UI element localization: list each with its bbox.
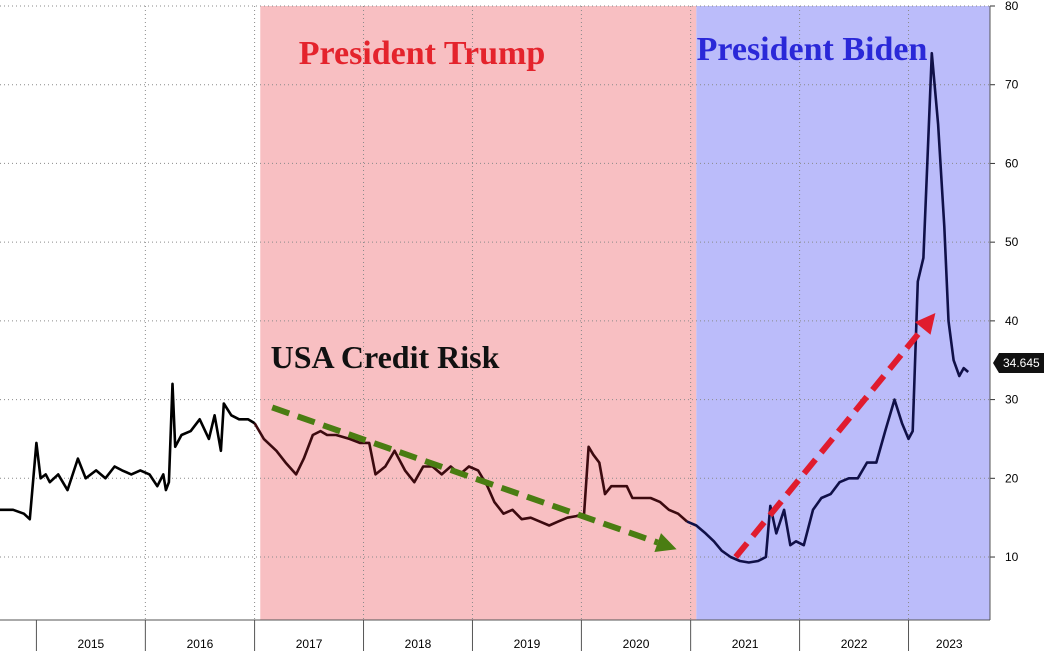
- x-tick-label: 2016: [187, 637, 214, 651]
- y-tick-label: 60: [1005, 156, 1019, 170]
- axes-layer: 10 20 30 40 50 60 70 80 2015 2016 2017 2018 2019 2020…: [0, 0, 1019, 651]
- series-line-segment: [253, 422, 688, 527]
- region-band-1: [696, 6, 990, 620]
- chart-title: USA Credit Risk: [271, 339, 500, 375]
- x-tick-label: 2017: [296, 637, 323, 651]
- x-tick-label: 2022: [841, 637, 868, 651]
- trend-arrow-shaft-0: [271, 404, 659, 546]
- series-layer: [0, 51, 970, 564]
- last-value-label: 34.645: [1003, 356, 1040, 370]
- trend-arrow-head-0: [654, 533, 677, 552]
- y-tick-label: 80: [1005, 0, 1019, 13]
- series-line-segment: [0, 382, 256, 521]
- x-tick-label: 2021: [732, 637, 759, 651]
- y-tick-label: 30: [1005, 393, 1019, 407]
- region-label-1: President Biden: [697, 31, 928, 68]
- region-label-0: President Trump: [299, 35, 546, 72]
- last-value-badge-shape: [993, 353, 1044, 373]
- region-labels: President Trump President Biden: [299, 31, 928, 72]
- y-tick-label: 50: [1005, 235, 1019, 249]
- trend-arrow-shaft-1: [733, 326, 926, 559]
- y-tick-label: 70: [1005, 78, 1019, 92]
- x-tick-label: 2020: [623, 637, 650, 651]
- region-band-0: [260, 6, 697, 620]
- last-value-badge: 34.645: [993, 353, 1044, 373]
- x-tick-label: 2023: [936, 637, 963, 651]
- trend-arrows: [271, 313, 936, 559]
- x-tick-label: 2015: [78, 637, 105, 651]
- x-tick-label: 2018: [405, 637, 432, 651]
- series-line-segment: [686, 51, 970, 564]
- trend-arrow-head-1: [915, 313, 936, 335]
- x-tick-label: 2019: [514, 637, 541, 651]
- y-tick-label: 40: [1005, 314, 1019, 328]
- y-tick-label: 20: [1005, 471, 1019, 485]
- y-tick-label: 10: [1005, 550, 1019, 564]
- regions-layer: [260, 6, 990, 620]
